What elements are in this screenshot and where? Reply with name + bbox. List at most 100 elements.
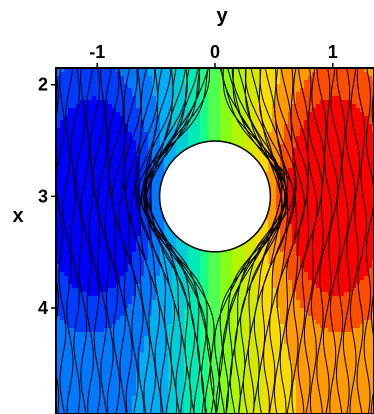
field-cell (80, 76, 85, 81)
field-cell (240, 392, 245, 397)
field-cell (108, 80, 113, 85)
field-cell (224, 256, 229, 261)
field-cell (212, 100, 217, 105)
field-cell (268, 392, 273, 397)
field-cell (276, 160, 281, 165)
field-cell (100, 396, 105, 401)
field-cell (104, 332, 109, 337)
field-cell (264, 364, 269, 369)
field-cell (196, 104, 201, 109)
field-cell (68, 396, 73, 401)
field-cell (232, 312, 237, 317)
field-cell (164, 388, 169, 393)
field-cell (276, 236, 281, 241)
field-cell (224, 296, 229, 301)
field-cell (68, 400, 73, 405)
field-cell (88, 276, 93, 281)
field-cell (152, 128, 157, 133)
field-cell (116, 376, 121, 381)
field-cell (100, 112, 105, 117)
field-cell (72, 368, 77, 373)
field-cell (120, 212, 125, 217)
field-cell (88, 116, 93, 121)
field-cell (56, 188, 61, 193)
field-cell (272, 208, 277, 213)
field-cell (140, 80, 145, 85)
field-cell (60, 212, 65, 217)
field-cell (140, 200, 145, 205)
field-cell (116, 236, 121, 241)
field-cell (68, 392, 73, 397)
field-cell (244, 116, 249, 121)
field-cell (228, 296, 233, 301)
field-cell (116, 120, 121, 125)
field-cell (156, 104, 161, 109)
field-cell (200, 260, 205, 265)
field-cell (124, 280, 129, 285)
field-cell (140, 104, 145, 109)
field-cell (132, 124, 137, 129)
field-cell (160, 112, 165, 117)
field-cell (204, 288, 209, 293)
field-cell (152, 112, 157, 117)
field-cell (276, 260, 281, 265)
field-cell (100, 244, 105, 249)
field-cell (176, 108, 181, 113)
field-cell (240, 284, 245, 289)
field-cell (188, 256, 193, 261)
field-cell (188, 332, 193, 337)
field-cell (152, 384, 157, 389)
field-cell (272, 88, 277, 93)
field-cell (112, 196, 117, 201)
field-cell (112, 136, 117, 141)
field-cell (160, 72, 165, 77)
field-cell (180, 392, 185, 397)
field-cell (272, 188, 277, 193)
field-cell (280, 364, 285, 369)
field-cell (184, 260, 189, 265)
field-cell (112, 224, 117, 229)
field-cell (184, 300, 189, 305)
field-cell (104, 192, 109, 197)
field-cell (180, 368, 185, 373)
field-cell (100, 100, 105, 105)
field-cell (128, 124, 133, 129)
field-cell (72, 312, 77, 317)
field-cell (264, 396, 269, 401)
field-cell (140, 316, 145, 321)
field-cell (104, 352, 109, 357)
field-cell (280, 76, 285, 81)
field-cell (160, 344, 165, 349)
field-cell (108, 256, 113, 261)
field-cell (152, 180, 157, 185)
field-cell (228, 288, 233, 293)
field-cell (136, 236, 141, 241)
field-cell (220, 372, 225, 377)
field-cell (180, 344, 185, 349)
field-cell (96, 92, 101, 97)
field-cell (80, 184, 85, 189)
field-cell (220, 332, 225, 337)
field-cell (256, 256, 261, 261)
field-cell (124, 324, 129, 329)
field-cell (156, 408, 161, 413)
field-cell (152, 100, 157, 105)
field-cell (268, 216, 273, 221)
field-cell (172, 296, 177, 301)
field-cell (260, 336, 265, 341)
field-cell (156, 144, 161, 149)
field-cell (120, 200, 125, 205)
field-cell (92, 112, 97, 117)
field-cell (164, 96, 169, 101)
field-cell (104, 228, 109, 233)
field-cell (180, 240, 185, 245)
field-cell (248, 92, 253, 97)
field-cell (260, 84, 265, 89)
field-cell (140, 84, 145, 89)
field-cell (160, 88, 165, 93)
field-cell (136, 252, 141, 257)
field-cell (128, 368, 133, 373)
field-cell (224, 80, 229, 85)
field-cell (88, 192, 93, 197)
field-cell (272, 96, 277, 101)
